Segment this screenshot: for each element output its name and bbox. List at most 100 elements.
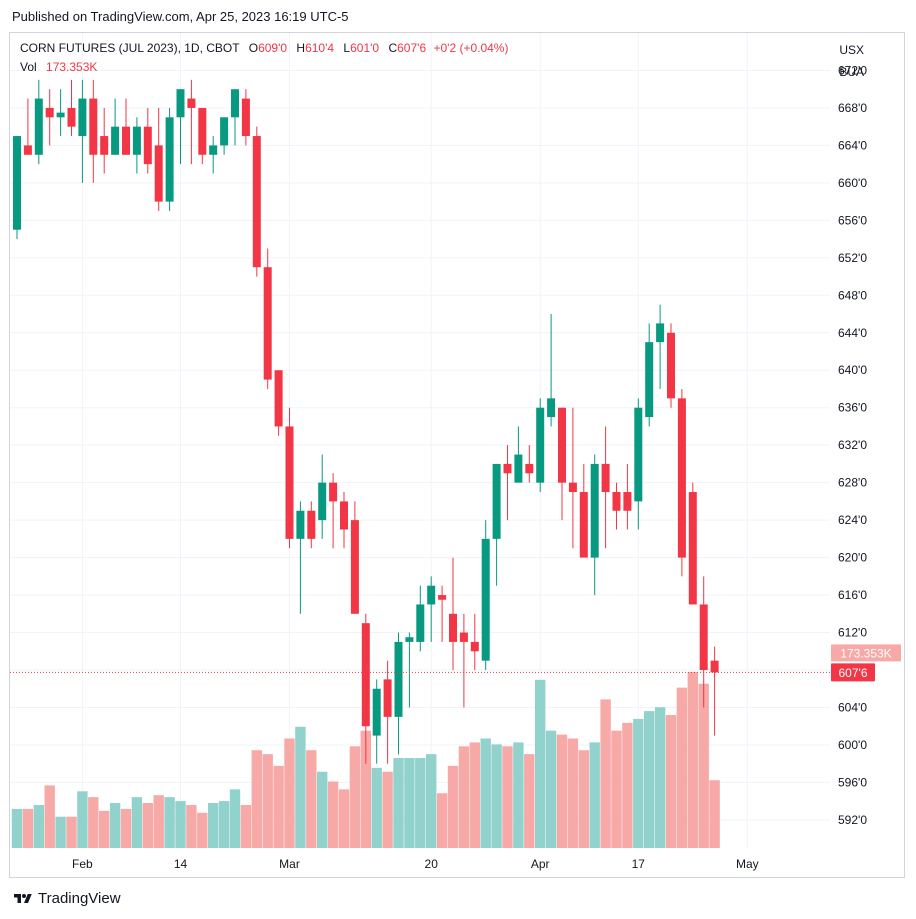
volume-bar bbox=[131, 797, 143, 848]
candle bbox=[13, 136, 21, 240]
volume-bar bbox=[415, 758, 426, 848]
candle bbox=[688, 482, 697, 605]
candle-body bbox=[547, 398, 556, 418]
volume-bar bbox=[535, 679, 546, 848]
candle-body bbox=[296, 510, 305, 539]
candle-body bbox=[307, 510, 316, 539]
candle-body bbox=[536, 407, 545, 483]
candle-body bbox=[23, 145, 32, 155]
candle bbox=[394, 632, 403, 755]
candle bbox=[307, 501, 316, 549]
volume-bar bbox=[524, 754, 535, 848]
candle-body bbox=[579, 492, 588, 558]
candle bbox=[252, 126, 261, 277]
candle bbox=[481, 520, 490, 671]
price-tick-label: 612'0 bbox=[838, 626, 867, 640]
close-label: C bbox=[388, 41, 398, 55]
candle bbox=[634, 398, 643, 530]
high-label: H bbox=[296, 41, 306, 55]
time-axis: Feb 14 Mar 20 Apr 17 May bbox=[72, 857, 759, 871]
candle bbox=[350, 501, 359, 614]
candle bbox=[667, 323, 675, 408]
candle bbox=[645, 323, 654, 427]
candle bbox=[340, 492, 348, 549]
volume-bar bbox=[295, 726, 306, 848]
price-tick-label: 616'0 bbox=[838, 588, 867, 602]
candle bbox=[122, 98, 130, 155]
volume-bar bbox=[687, 672, 698, 848]
candle bbox=[274, 370, 283, 436]
candle bbox=[492, 463, 501, 586]
candle-body bbox=[176, 89, 185, 118]
volume-bar bbox=[197, 812, 208, 848]
volume-bar bbox=[709, 780, 720, 848]
price-tick-label: 672'0 bbox=[838, 63, 867, 77]
price-badge-label: 607'6 bbox=[839, 666, 868, 680]
volume-bar bbox=[306, 750, 317, 848]
volume-bar bbox=[611, 730, 622, 848]
candle-body bbox=[699, 604, 708, 671]
volume-bar bbox=[426, 754, 437, 848]
candle-body bbox=[449, 613, 457, 642]
candle-body bbox=[132, 126, 141, 155]
low-label: L bbox=[343, 41, 351, 55]
volume-bar bbox=[175, 801, 186, 848]
tradingview-logo-icon bbox=[14, 893, 32, 903]
volume-bar bbox=[338, 789, 350, 848]
candle-body bbox=[688, 492, 697, 605]
candle bbox=[296, 501, 305, 614]
price-tick-label: 600'0 bbox=[838, 738, 867, 752]
volume-bar bbox=[458, 746, 470, 848]
candle-body bbox=[143, 126, 152, 165]
price-tick-label: 668'0 bbox=[838, 101, 867, 115]
volume-bar bbox=[589, 742, 600, 848]
candle bbox=[67, 79, 76, 137]
time-tick-label: Feb bbox=[72, 857, 93, 871]
candle bbox=[231, 89, 239, 146]
candle-body bbox=[656, 323, 665, 343]
candle bbox=[416, 585, 425, 652]
candle bbox=[568, 407, 577, 549]
candle-body bbox=[492, 463, 501, 539]
volume-bar bbox=[556, 734, 568, 848]
candle bbox=[470, 613, 479, 671]
candle-body bbox=[89, 98, 98, 155]
volume-bar bbox=[109, 803, 121, 848]
candle-body bbox=[241, 98, 250, 137]
volume-value: 173.353K bbox=[46, 60, 98, 74]
volume-bar bbox=[654, 707, 666, 848]
volume-bar bbox=[349, 746, 361, 848]
volume-bar bbox=[567, 738, 579, 848]
candle bbox=[220, 117, 229, 155]
volume-bar bbox=[33, 804, 44, 848]
candle bbox=[383, 660, 392, 764]
candle-body bbox=[198, 107, 207, 155]
candle-body bbox=[590, 463, 599, 558]
volume-bar bbox=[371, 767, 382, 848]
candle-body bbox=[361, 623, 370, 727]
candle bbox=[427, 576, 436, 642]
volume-bar bbox=[360, 730, 371, 848]
currency-units: USX BUA bbox=[839, 39, 864, 83]
candle-body bbox=[45, 107, 54, 118]
price-tick-label: 632'0 bbox=[838, 438, 867, 452]
candle-body bbox=[394, 641, 403, 717]
candle bbox=[209, 136, 218, 174]
published-note: Published on TradingView.com, Apr 25, 20… bbox=[12, 9, 349, 24]
candle bbox=[34, 79, 43, 165]
candle-body bbox=[340, 501, 348, 530]
volume-bar bbox=[622, 722, 633, 848]
candle-body bbox=[187, 98, 196, 108]
candle bbox=[503, 445, 512, 521]
candle bbox=[579, 463, 588, 558]
candle-body bbox=[13, 136, 21, 230]
candle-body bbox=[274, 370, 283, 427]
candle-body bbox=[263, 267, 272, 380]
candle-body bbox=[285, 426, 294, 539]
candle bbox=[78, 79, 87, 183]
volume-bar bbox=[186, 804, 197, 848]
candle bbox=[176, 89, 185, 165]
price-tick-label: 592'0 bbox=[838, 813, 867, 827]
volume-bar bbox=[142, 803, 153, 848]
